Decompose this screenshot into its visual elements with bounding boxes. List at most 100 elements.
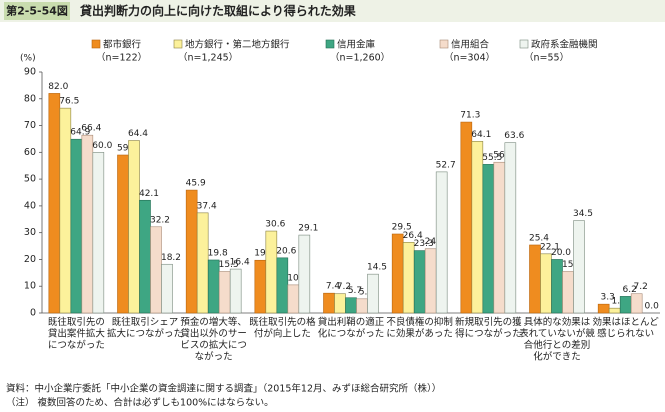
y-tick-label: 70 bbox=[24, 120, 36, 131]
value-label: 7.2 bbox=[634, 282, 648, 292]
bar bbox=[356, 298, 368, 314]
y-tick-label: 10 bbox=[24, 281, 36, 292]
legend-sample: （n=1,260） bbox=[330, 52, 390, 64]
bar bbox=[287, 284, 300, 314]
legend-label: 都市銀行 bbox=[103, 39, 142, 51]
bar bbox=[70, 138, 83, 314]
figure-label: 第2-5-54図 bbox=[6, 4, 68, 18]
value-label: 66.4 bbox=[81, 124, 101, 134]
bar bbox=[150, 226, 162, 314]
x-tick-label: 新規取引先の獲得につながった bbox=[455, 316, 522, 340]
value-label: 19.7 bbox=[254, 249, 274, 259]
x-tick-label: 既往取引先の格付が向上した bbox=[249, 316, 316, 340]
legend-swatch bbox=[519, 39, 529, 49]
bar bbox=[276, 257, 289, 314]
value-label: 30.6 bbox=[265, 220, 285, 230]
value-label: 42.1 bbox=[139, 189, 159, 199]
bar bbox=[81, 134, 94, 314]
legend-label: 信用組合 bbox=[451, 39, 490, 51]
x-tick-label: 貸出利鞘の適正化につながった bbox=[318, 316, 385, 340]
value-label: 37.4 bbox=[197, 201, 217, 211]
value-label: 55.5 bbox=[482, 153, 502, 163]
value-label: 7.4 bbox=[326, 282, 341, 292]
x-tick-label: 既往取引シェア拡大につながった bbox=[107, 316, 183, 340]
bar bbox=[185, 189, 198, 314]
bar bbox=[139, 199, 151, 314]
x-tick-label: 効果はほとんど感じられない bbox=[593, 316, 660, 340]
figure-label-box bbox=[4, 2, 70, 20]
x-tick-label: 具体的な効果は表れていないが競合他行との差別化ができた bbox=[519, 316, 595, 363]
value-label: 26.4 bbox=[403, 231, 423, 241]
bar bbox=[196, 212, 209, 314]
bar bbox=[48, 93, 61, 314]
y-tick-label: 80 bbox=[24, 93, 36, 104]
value-label: 15.5 bbox=[219, 260, 239, 270]
bar bbox=[367, 273, 379, 314]
value-label: 22.1 bbox=[540, 242, 560, 252]
bar bbox=[391, 233, 404, 314]
bar bbox=[298, 234, 311, 314]
bar bbox=[207, 259, 220, 314]
bar bbox=[161, 263, 173, 314]
bar bbox=[529, 244, 541, 314]
value-label: 59.0 bbox=[117, 144, 137, 154]
legend-label: 信用金庫 bbox=[337, 39, 376, 51]
value-label: 25.4 bbox=[529, 233, 549, 243]
bar bbox=[460, 121, 473, 314]
value-label: 52.7 bbox=[436, 160, 456, 170]
value-label: 34.5 bbox=[573, 209, 593, 219]
bar bbox=[413, 250, 426, 314]
bar bbox=[345, 297, 357, 314]
value-label: 20.6 bbox=[276, 246, 296, 256]
chart-title: 貸出判断力の向上に向けた取組により得られた効果 bbox=[80, 3, 356, 18]
bar bbox=[551, 259, 563, 314]
value-label: 82.0 bbox=[48, 82, 68, 92]
bar bbox=[630, 293, 643, 314]
y-tick-label: 20 bbox=[24, 254, 36, 265]
bar bbox=[229, 268, 242, 314]
bar bbox=[504, 142, 517, 314]
bar bbox=[471, 141, 484, 314]
bar bbox=[573, 220, 585, 314]
value-label: 32.2 bbox=[150, 215, 170, 225]
value-label: 15.5 bbox=[562, 260, 582, 270]
legend-swatch bbox=[91, 39, 101, 49]
value-label: 64.9 bbox=[70, 128, 90, 138]
value-label: 10.5 bbox=[287, 273, 307, 283]
value-label: 45.9 bbox=[186, 179, 206, 189]
value-label: 1.8 bbox=[612, 297, 627, 307]
x-tick-label: 既往取引先の貸出案件拡大につながった bbox=[48, 316, 106, 351]
bar bbox=[254, 259, 267, 314]
legend-swatch bbox=[439, 39, 449, 49]
legend-sample: （n=122） bbox=[96, 52, 147, 64]
bar bbox=[424, 248, 437, 314]
legend-swatch bbox=[173, 39, 183, 49]
bar bbox=[619, 296, 632, 314]
footnote: （注） 複数回答のため、合計は必ずしも100%にはならない。 bbox=[6, 397, 274, 409]
value-label: 76.5 bbox=[59, 97, 79, 107]
value-label: 64.4 bbox=[128, 129, 148, 139]
y-tick-label: 0 bbox=[30, 308, 36, 319]
bar bbox=[597, 303, 610, 314]
bar bbox=[493, 161, 506, 314]
value-label: 29.5 bbox=[392, 223, 412, 233]
legend-sample: （n=1,245） bbox=[178, 52, 238, 64]
bar bbox=[562, 271, 574, 314]
bar bbox=[59, 107, 72, 314]
x-tick-label: 不良債権の抑制に効果があった bbox=[386, 316, 453, 340]
value-label: 29.1 bbox=[298, 224, 318, 234]
bar bbox=[92, 152, 105, 314]
value-label: 18.2 bbox=[161, 253, 181, 263]
value-label: 24.0 bbox=[425, 237, 445, 247]
value-label: 5.7 bbox=[348, 286, 362, 296]
y-tick-label: 40 bbox=[24, 200, 36, 211]
bar bbox=[128, 140, 140, 314]
value-label: 14.5 bbox=[367, 263, 387, 273]
footnote: 資料：中小企業庁委託「中小企業の資金調達に関する調査」（2015年12月、みずほ… bbox=[6, 383, 441, 395]
legend-sample: （n=304） bbox=[444, 52, 495, 64]
value-label: 56.3 bbox=[493, 151, 513, 161]
value-label: 0.0 bbox=[645, 302, 660, 312]
y-tick-label: 60 bbox=[24, 147, 36, 158]
bar bbox=[608, 307, 621, 314]
